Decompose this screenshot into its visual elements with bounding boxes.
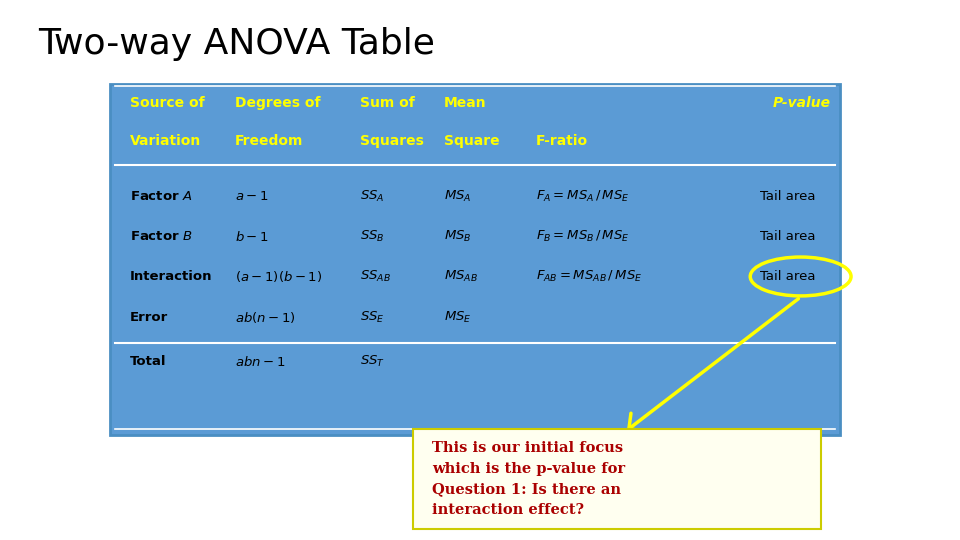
FancyBboxPatch shape (413, 429, 821, 529)
Text: $\mathit{MS}_{AB}$: $\mathit{MS}_{AB}$ (444, 269, 477, 284)
Text: Factor $\mathit{B}$: Factor $\mathit{B}$ (130, 230, 192, 243)
Text: $\mathit{SS}_E$: $\mathit{SS}_E$ (360, 310, 385, 325)
Text: Sum of: Sum of (360, 96, 415, 110)
Text: $abn-1$: $abn-1$ (235, 355, 286, 369)
Text: Squares: Squares (360, 134, 424, 149)
Text: This is our initial focus
which is the p-value for
Question 1: Is there an
inter: This is our initial focus which is the p… (432, 441, 625, 517)
Text: $F_B = \mathit{MS}_B\,/\,\mathit{MS}_E$: $F_B = \mathit{MS}_B\,/\,\mathit{MS}_E$ (536, 229, 629, 244)
Text: $F_{AB} = \mathit{MS}_{AB}\,/\,\mathit{MS}_E$: $F_{AB} = \mathit{MS}_{AB}\,/\,\mathit{M… (536, 269, 642, 284)
Text: $\mathit{SS}_A$: $\mathit{SS}_A$ (360, 188, 385, 204)
Text: Square: Square (444, 134, 499, 149)
Text: Mean: Mean (444, 96, 486, 110)
Text: $\mathit{MS}_E$: $\mathit{MS}_E$ (444, 310, 471, 325)
Text: Error: Error (130, 311, 168, 324)
Text: $(a-1)(b-1)$: $(a-1)(b-1)$ (235, 269, 323, 284)
Text: Interaction: Interaction (130, 270, 212, 283)
Text: $ab(n-1)$: $ab(n-1)$ (235, 310, 296, 325)
Text: Total: Total (130, 355, 166, 368)
Text: $b-1$: $b-1$ (235, 230, 269, 244)
Text: Factor $\mathit{A}$: Factor $\mathit{A}$ (130, 190, 192, 202)
Bar (110, 84, 840, 435)
Text: $\mathit{MS}_A$: $\mathit{MS}_A$ (444, 188, 471, 204)
FancyArrowPatch shape (629, 299, 799, 431)
Text: $\mathit{MS}_B$: $\mathit{MS}_B$ (444, 229, 471, 244)
Text: Source of: Source of (130, 96, 204, 110)
Text: P-value: P-value (773, 96, 830, 110)
Text: Variation: Variation (130, 134, 201, 149)
Text: F-ratio: F-ratio (536, 134, 588, 149)
Text: Freedom: Freedom (235, 134, 303, 149)
Text: $a-1$: $a-1$ (235, 190, 269, 202)
Text: $\mathit{SS}_T$: $\mathit{SS}_T$ (360, 354, 385, 369)
Text: $F_A = \mathit{MS}_A\,/\,\mathit{MS}_E$: $F_A = \mathit{MS}_A\,/\,\mathit{MS}_E$ (536, 188, 629, 204)
Text: Tail area: Tail area (760, 190, 816, 202)
Text: Degrees of: Degrees of (235, 96, 321, 110)
Text: $\mathit{SS}_B$: $\mathit{SS}_B$ (360, 229, 385, 244)
Text: Tail area: Tail area (760, 230, 816, 243)
Text: Tail area: Tail area (760, 270, 816, 283)
Text: $\mathit{SS}_{AB}$: $\mathit{SS}_{AB}$ (360, 269, 391, 284)
Text: Two-way ANOVA Table: Two-way ANOVA Table (38, 27, 435, 61)
